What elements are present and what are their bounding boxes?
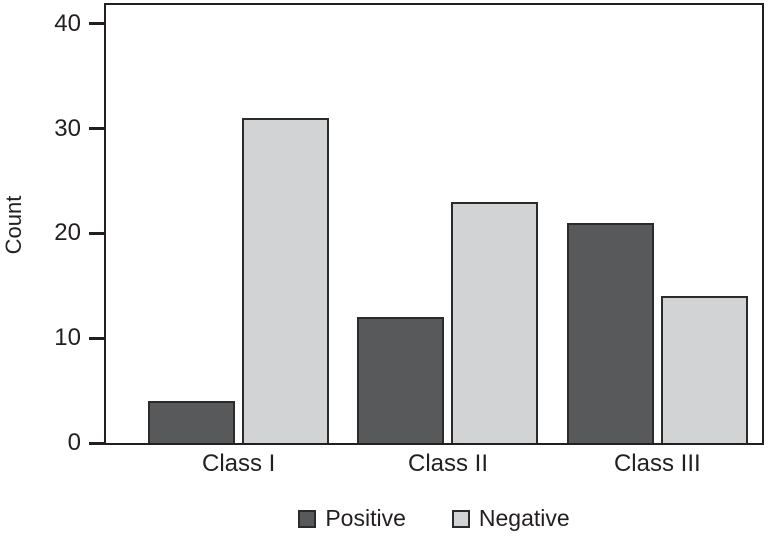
x-label-class-i: Class I [201,450,276,477]
y-tick-mark [89,336,104,340]
bar-negative-class-ii [451,202,539,443]
bar-positive-class-iii [566,222,654,443]
y-tick-label: 0 [67,429,81,456]
y-axis-title: Count [1,195,26,255]
legend: Positive Negative [104,505,764,532]
y-tick-label: 20 [54,219,81,247]
bar-positive-class-i [148,401,236,443]
x-label-class-iii: Class III [613,450,701,477]
legend-label-positive: Positive [325,505,406,531]
y-tick-label: 30 [54,114,81,142]
y-tick-mark [89,22,104,26]
bar-group-class-i [134,5,343,443]
y-tick-mark [89,127,104,131]
bar-negative-class-iii [660,296,748,443]
legend-item-negative: Negative [451,505,570,532]
bar-group-class-iii [553,5,762,443]
x-label-class-ii: Class II [407,450,488,477]
legend-swatch-negative [451,509,470,528]
y-tick-label: 40 [54,9,81,37]
bar-negative-class-i [242,118,330,443]
y-axis: 0 10 20 30 40 [30,5,104,456]
bar-group-class-ii [343,5,552,443]
y-tick-mark [89,231,104,235]
legend-label-negative: Negative [478,505,570,531]
x-axis-labels: Class I Class II Class III [106,450,762,478]
legend-item-positive: Positive [298,505,406,532]
y-tick-label: 10 [54,324,81,352]
bar-positive-class-ii [357,317,445,443]
y-tick-mark [89,441,104,445]
legend-swatch-positive [298,509,317,528]
bar-groups [106,5,762,443]
plot-area [104,3,764,445]
